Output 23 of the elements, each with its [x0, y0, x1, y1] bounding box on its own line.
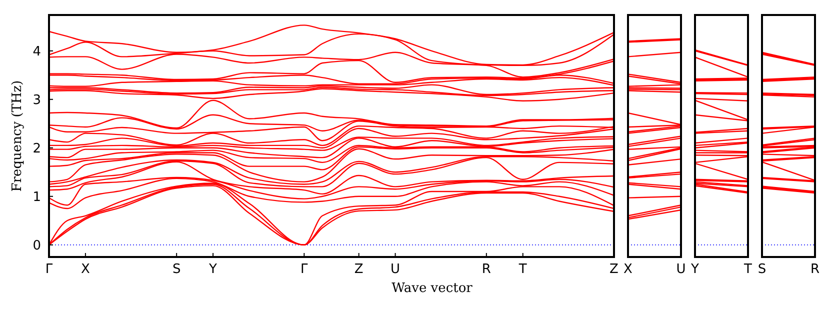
y-tick-label: 4 — [32, 44, 41, 60]
x-axis-title: Wave vector — [392, 281, 474, 296]
x-tick-label: Z — [354, 262, 364, 277]
x-tick-label: S — [758, 262, 766, 277]
x-tick-label: S — [172, 262, 181, 277]
x-tick-label: Γ — [45, 262, 54, 277]
x-tick-label: Y — [690, 262, 700, 277]
x-tick-label: R — [482, 262, 491, 277]
x-tick-label: Y — [208, 262, 218, 277]
x-tick-label: U — [676, 262, 686, 277]
x-tick-label: Γ — [300, 262, 309, 277]
y-tick-label: 2 — [32, 141, 41, 156]
y-tick-label: 0 — [32, 238, 41, 254]
y-tick-label: 1 — [32, 190, 41, 205]
x-tick-label: X — [624, 262, 633, 277]
y-axis-title: Frequency (THz) — [10, 80, 25, 192]
x-tick-label: T — [518, 262, 527, 277]
x-tick-label: U — [390, 262, 400, 277]
y-tick-label: 3 — [32, 92, 41, 108]
x-tick-label: T — [743, 262, 752, 277]
x-tick-label: R — [810, 262, 820, 277]
x-tick-label: X — [81, 262, 90, 277]
x-tick-label: Z — [610, 262, 619, 277]
